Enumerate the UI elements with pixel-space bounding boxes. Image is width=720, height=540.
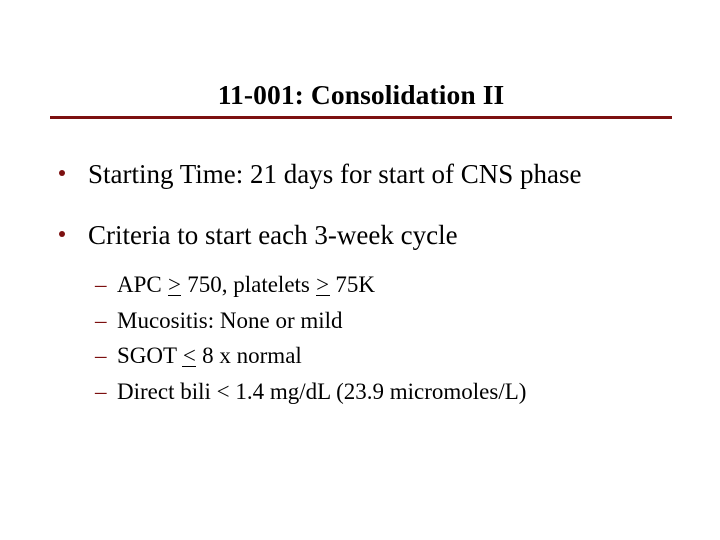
sub-bullet-item: – Direct bili < 1.4 mg/dL (23.9 micromol…: [50, 374, 690, 410]
en-dash-icon: –: [95, 307, 107, 333]
slide-body: Starting Time: 21 days for start of CNS …: [50, 158, 690, 409]
bullet-group: Criteria to start each 3-week cycle – AP…: [50, 219, 690, 409]
bullet-text: Criteria to start each 3-week cycle: [88, 220, 458, 250]
sub-bullet-list: – APC > 750, platelets > 75K – Mucositis…: [50, 267, 690, 409]
en-dash-icon: –: [95, 272, 107, 297]
relational-operator: >: [315, 272, 330, 297]
en-dash-icon: –: [95, 343, 107, 368]
slide-title-block: 11-001: Consolidation II: [50, 78, 672, 112]
sub-bullet-text: Mucositis: None or mild: [117, 307, 343, 333]
title-underline-rule: [50, 116, 672, 119]
sub-bullet-text: Direct bili < 1.4 mg/dL (23.9 micromoles…: [117, 378, 527, 404]
bullet-item: Starting Time: 21 days for start of CNS …: [50, 158, 690, 191]
bullet-dot-icon: [59, 231, 65, 237]
sub-bullet-item: – APC > 750, platelets > 75K: [50, 267, 690, 303]
page-title: 11-001: Consolidation II: [217, 79, 505, 110]
en-dash-icon: –: [95, 378, 107, 404]
bullet-dot-icon: [59, 170, 65, 176]
sub-bullet-item: – Mucositis: None or mild: [50, 303, 690, 339]
sub-bullet-item: – SGOT < 8 x normal: [50, 338, 690, 374]
relational-operator: >: [167, 272, 182, 297]
bullet-item: Criteria to start each 3-week cycle: [50, 219, 690, 252]
sub-bullet-text: APC > 750, platelets > 75K: [117, 272, 375, 297]
relational-operator: <: [182, 343, 197, 368]
sub-bullet-text: SGOT < 8 x normal: [117, 343, 302, 368]
bullet-text: Starting Time: 21 days for start of CNS …: [88, 159, 582, 189]
